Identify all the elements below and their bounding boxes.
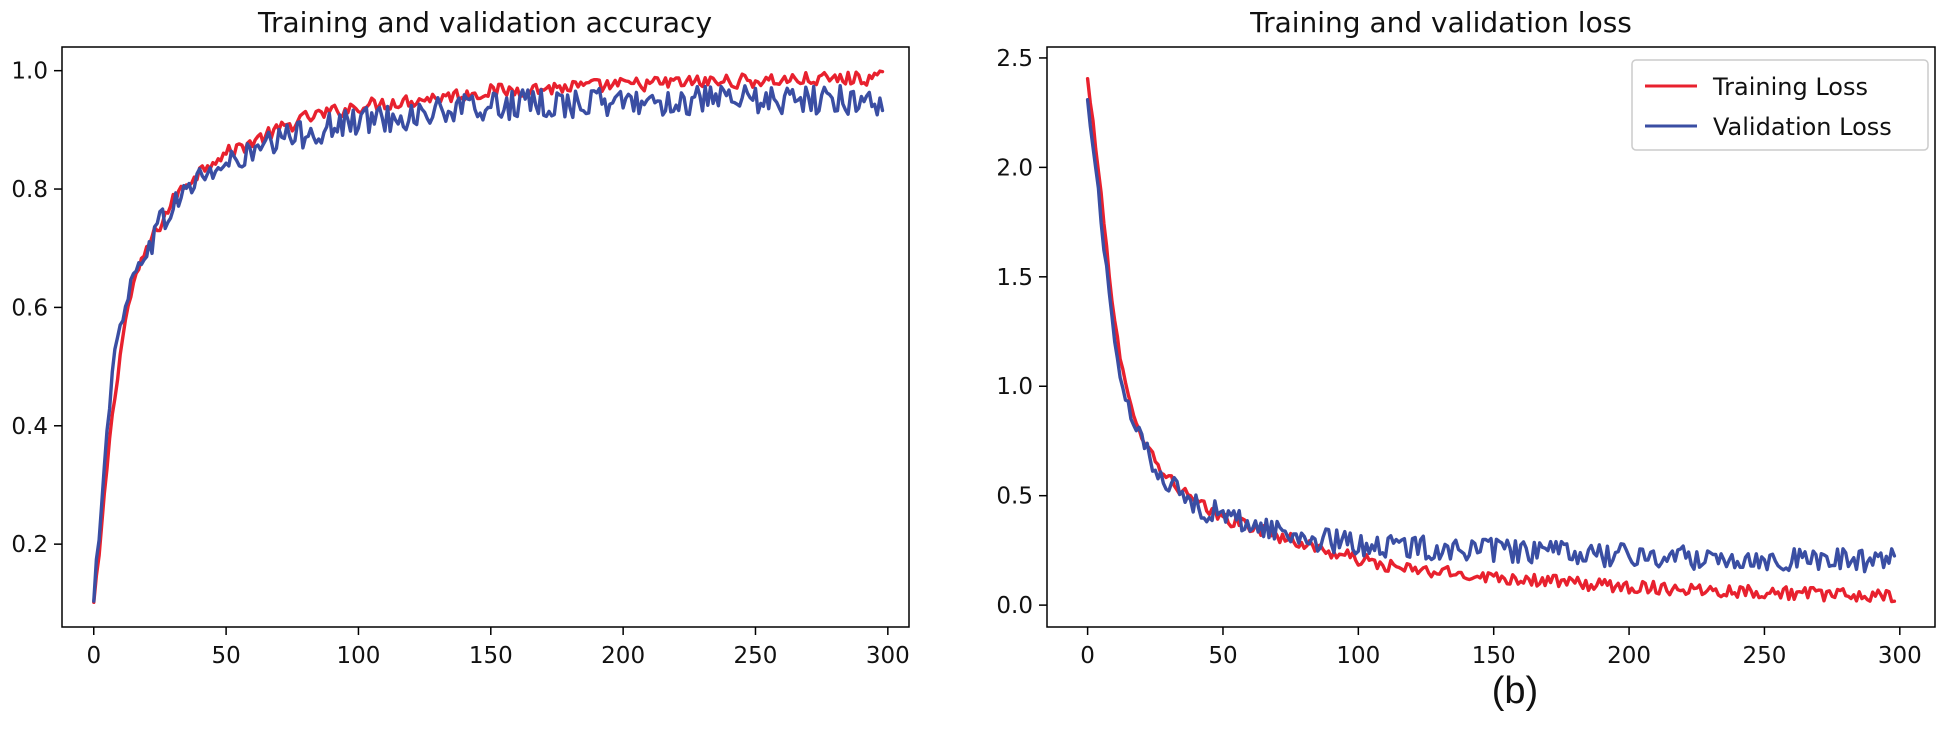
figure-label: (b) [1491,670,1539,712]
x-tick-label: 150 [1472,643,1516,669]
loss-plot-area [1046,46,1936,628]
y-tick-label: 2.0 [996,155,1033,181]
accuracy-y-ticks: 0.2 0.4 0.6 0.8 1.0 [11,59,62,558]
y-tick-label: 0.4 [11,414,48,440]
x-tick-label: 300 [1878,643,1922,669]
accuracy-series [92,69,885,604]
x-tick-label: 250 [734,643,778,669]
legend-validation-label: Validation Loss [1713,113,1892,141]
loss-y-ticks: 0.0 0.5 1.0 1.5 2.0 2.5 [996,46,1047,619]
x-tick-label: 200 [1607,643,1651,669]
x-tick-label: 100 [1336,643,1380,669]
loss-x-ticks: 0 50 100 150 200 250 300 [1080,627,1922,669]
legend-box [1631,59,1929,151]
training-series-line [1085,76,1897,604]
validation-series-line [1085,97,1897,574]
accuracy-chart: Training and validation accuracy 0.20.40… [11,6,909,669]
x-tick-label: 100 [336,643,380,669]
x-tick-label: 150 [469,643,513,669]
x-tick-label: 200 [601,643,645,669]
y-tick-label: 2.5 [996,46,1033,72]
loss-chart: Training and validation loss 0.0 0.5 1.0 1.… [996,6,1936,669]
accuracy-plot-area [61,46,910,628]
accuracy-chart-title: Training and validation accuracy [257,6,712,39]
loss-legend: Training Loss Validation Loss [1631,59,1929,151]
x-tick-label: 0 [1080,643,1095,669]
y-tick-label: 1.0 [996,374,1033,400]
y-tick-label: 1.0 [11,59,48,85]
legend-training-label: Training Loss [1712,73,1868,101]
x-tick-label: 50 [1208,643,1237,669]
y-tick-label: 0.8 [11,177,48,203]
x-tick-label: 250 [1742,643,1786,669]
validation-series-line [92,83,885,603]
x-tick-label: 50 [211,643,240,669]
y-tick-label: 0.6 [11,295,48,321]
y-tick-label: 0.0 [996,593,1033,619]
accuracy-x-ticks: 0 50 100 150 200 250 300 [86,627,910,669]
x-tick-label: 0 [86,643,101,669]
loss-series [1085,76,1897,604]
training-series-line [92,69,885,604]
x-tick-label: 300 [866,643,910,669]
y-tick-label: 0.2 [11,532,48,558]
y-tick-label: 0.5 [996,484,1033,510]
loss-chart-title: Training and validation loss [1249,6,1632,39]
y-tick-label: 1.5 [996,265,1033,291]
